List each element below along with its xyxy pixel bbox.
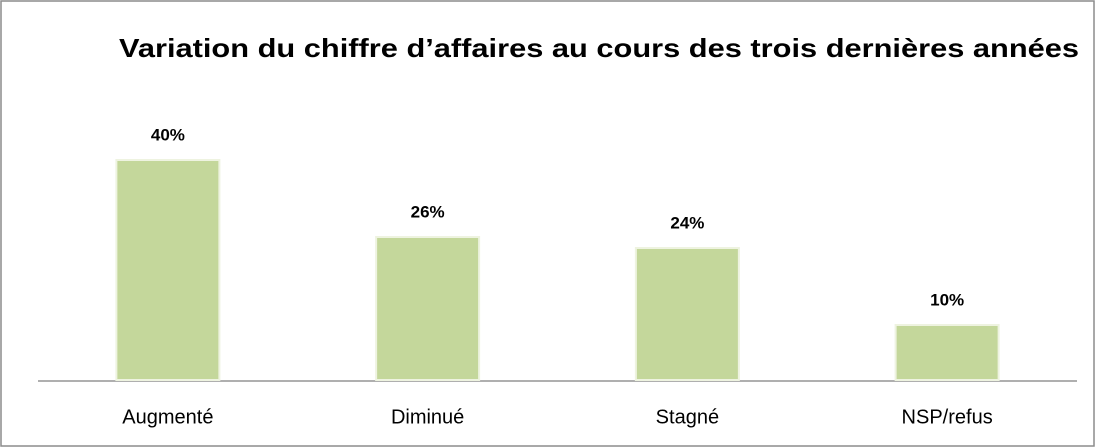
data-label: 40% [151,125,185,144]
bar [115,159,221,381]
x-tick-label: Stagné [656,406,719,428]
x-tick-label: Augmenté [122,406,213,428]
data-label: 24% [670,213,704,232]
bar [634,247,740,381]
bar [375,236,481,381]
data-label: 10% [930,290,964,309]
data-label: 26% [411,202,445,221]
x-tick-label: NSP/refus [902,406,993,428]
chart-title: Variation du chiffre d’affaires au cours… [119,33,1079,63]
bar [894,324,1000,381]
x-tick-label: Diminué [391,406,464,428]
